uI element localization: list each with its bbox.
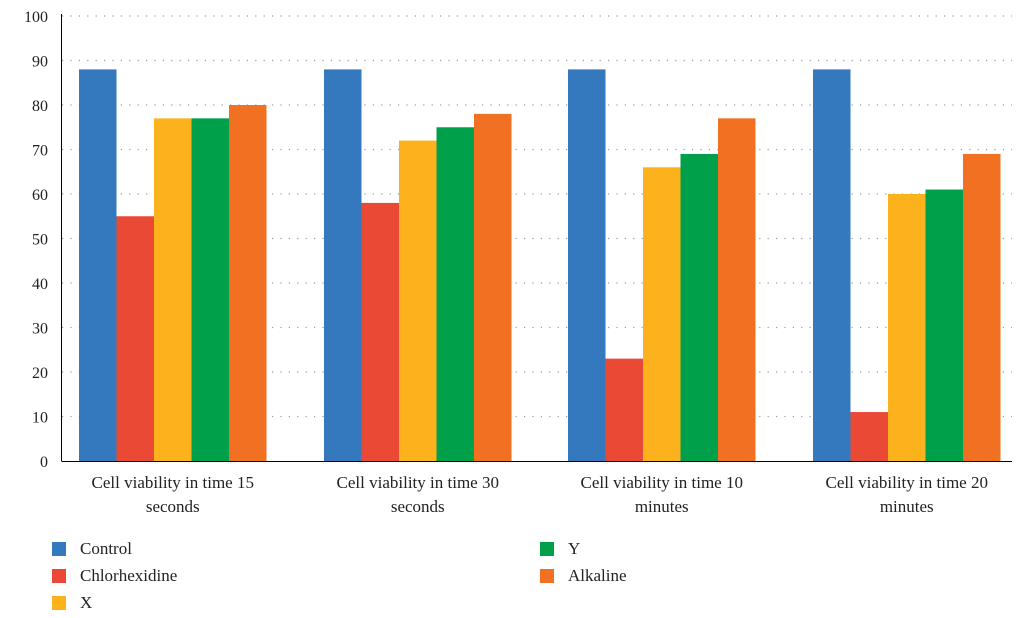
bar-y-3 — [680, 153, 718, 461]
y-tick-label: 100 — [24, 9, 48, 26]
bar-chlorhexidine-2 — [361, 202, 399, 461]
legend-item-control: Control — [52, 537, 132, 561]
legend-swatch-control — [52, 542, 66, 556]
x-axis: Cell viability in time 15 seconds Cell via… — [61, 461, 1012, 516]
bar-x-3 — [643, 167, 681, 462]
legend-label-y: Y — [568, 539, 581, 558]
y-tick-label: 50 — [32, 232, 48, 249]
bar-chlorhexidine-1 — [116, 216, 154, 461]
y-tick-label: 20 — [32, 365, 48, 382]
legend-item-alkaline: Alkaline — [540, 564, 627, 588]
legend-swatch-y — [540, 542, 554, 556]
bar-chlorhexidine-4 — [850, 412, 888, 461]
bar-control-4 — [813, 69, 851, 462]
y-axis: 0 10 20 30 40 50 60 70 80 90 100 — [24, 9, 62, 471]
legend-item-chlorhexidine: Chlorhexidine — [52, 564, 177, 588]
bar-alkaline-1 — [229, 105, 267, 461]
legend-label-x: X — [80, 593, 93, 612]
legend: Control Chlorhexidine X Y Alkaline — [52, 537, 692, 615]
x-category-label: Cell viability in time 10 — [581, 473, 743, 492]
bar-chlorhexidine-3 — [605, 358, 643, 461]
bar-control-3 — [568, 69, 606, 462]
bar-y-4 — [925, 189, 963, 462]
bar-x-2 — [399, 140, 437, 461]
x-category-label: seconds — [146, 497, 200, 516]
y-tick-label: 30 — [32, 321, 48, 338]
bar-alkaline-2 — [474, 113, 512, 462]
x-category-label: minutes — [635, 497, 689, 516]
y-tick-label: 70 — [32, 143, 48, 160]
x-category-label: Cell viability in time 15 — [92, 473, 254, 492]
y-tick-label: 60 — [32, 187, 48, 204]
legend-label-control: Control — [80, 539, 132, 558]
x-category-label: Cell viability in time 20 — [826, 473, 988, 492]
x-category-label: seconds — [391, 497, 445, 516]
bar-x-1 — [154, 118, 192, 461]
legend-label-chlorhexidine: Chlorhexidine — [80, 566, 178, 585]
legend-item-y: Y — [540, 537, 580, 561]
bar-chart: 0 10 20 30 40 50 60 70 80 90 100 Cell viability in… — [24, 9, 1012, 516]
y-tick-label: 80 — [32, 98, 48, 115]
bar-control-1 — [79, 69, 117, 462]
legend-swatch-x — [52, 596, 66, 610]
legend-label-alkaline: Alkaline — [568, 566, 627, 585]
bar-alkaline-3 — [718, 118, 756, 461]
y-tick-label: 90 — [32, 54, 48, 71]
bar-control-2 — [324, 69, 362, 462]
bars — [79, 69, 1001, 462]
x-category-label: Cell viability in time 30 — [337, 473, 499, 492]
bar-x-4 — [888, 194, 926, 461]
legend-swatch-chlorhexidine — [52, 569, 66, 583]
bar-y-2 — [436, 127, 474, 461]
legend-swatch-alkaline — [540, 569, 554, 583]
y-tick-label: 0 — [40, 454, 48, 471]
x-category-label: minutes — [880, 497, 934, 516]
legend-item-x: X — [52, 591, 92, 615]
bar-y-1 — [191, 118, 229, 461]
bar-alkaline-4 — [963, 153, 1001, 461]
y-tick-label: 10 — [32, 410, 48, 427]
y-tick-label: 40 — [32, 276, 48, 293]
